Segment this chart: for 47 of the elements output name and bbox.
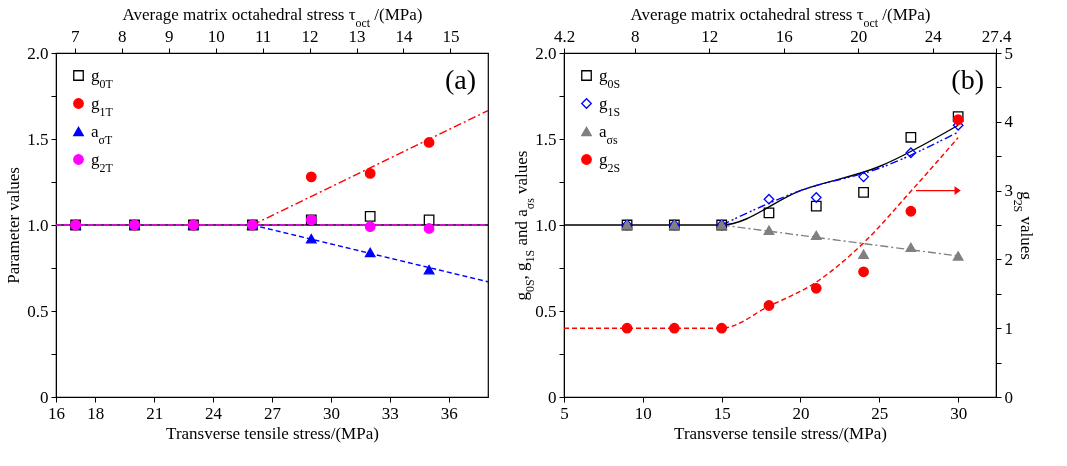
- x-axis-title: Transverse tensile stress/(MPa): [674, 423, 887, 443]
- x2-tick-label: 4.2: [553, 26, 576, 46]
- y-tick-label: 2.0: [535, 43, 557, 63]
- legend-label: g$_{1S}$: [599, 93, 621, 119]
- legend-label: g$_{0S}$: [599, 65, 621, 91]
- x-tick-label: 30: [950, 403, 968, 423]
- legend-label: g$_{2T}$: [91, 149, 114, 175]
- x2-tick-label: 27.4: [981, 26, 1012, 46]
- x2-tick-label: 15: [442, 26, 460, 46]
- x-tick-label: 16: [48, 403, 65, 423]
- y-tick-label: 0.5: [27, 301, 49, 321]
- legend-label: g$_{1T}$: [91, 93, 114, 119]
- x-tick-label: 10: [634, 403, 652, 423]
- y-tick-label: 1.0: [27, 215, 49, 235]
- y2-tick-label: 2: [1004, 249, 1013, 269]
- x-tick-label: 20: [792, 403, 810, 423]
- x-tick-label: 21: [146, 403, 164, 423]
- x-tick-label: 30: [322, 403, 340, 423]
- x-axis-title: Transverse tensile stress/(MPa): [166, 423, 379, 443]
- legend-label: g$_{2S}$: [599, 149, 621, 175]
- y2-tick-label: 5: [1004, 43, 1013, 63]
- y2-tick-label: 4: [1004, 112, 1014, 132]
- annotation: (b): [951, 64, 984, 95]
- x-tick-label: 36: [440, 403, 458, 423]
- x2-tick-label: 7: [71, 26, 81, 46]
- y-tick-label: 1.5: [27, 129, 49, 149]
- x-tick-label: 5: [560, 403, 569, 423]
- x-tick-label: 15: [713, 403, 731, 423]
- legend-label: a$_{σs}$: [599, 121, 618, 147]
- y-axis-title: Parameter values: [4, 167, 24, 284]
- x-tick-label: 24: [205, 403, 223, 423]
- annotation: (a): [444, 64, 476, 95]
- y2-tick-label: 3: [1004, 181, 1013, 201]
- x-tick-label: 33: [381, 403, 399, 423]
- legend-label: g$_{0T}$: [91, 65, 114, 91]
- y-tick-label: 2.0: [27, 43, 49, 63]
- y-tick-label: 0: [40, 387, 49, 407]
- y-tick-label: 1.5: [535, 129, 557, 149]
- y-tick-label: 0.5: [535, 301, 557, 321]
- legend-label: a$_{σT}$: [91, 121, 113, 147]
- x-tick-label: 18: [87, 403, 105, 423]
- y2-tick-label: 1: [1004, 318, 1013, 338]
- x-tick-label: 25: [871, 403, 889, 423]
- y2-tick-label: 0: [1004, 387, 1013, 407]
- x-tick-label: 27: [264, 403, 282, 423]
- y-tick-label: 1.0: [535, 215, 557, 235]
- y-tick-label: 0: [548, 387, 557, 407]
